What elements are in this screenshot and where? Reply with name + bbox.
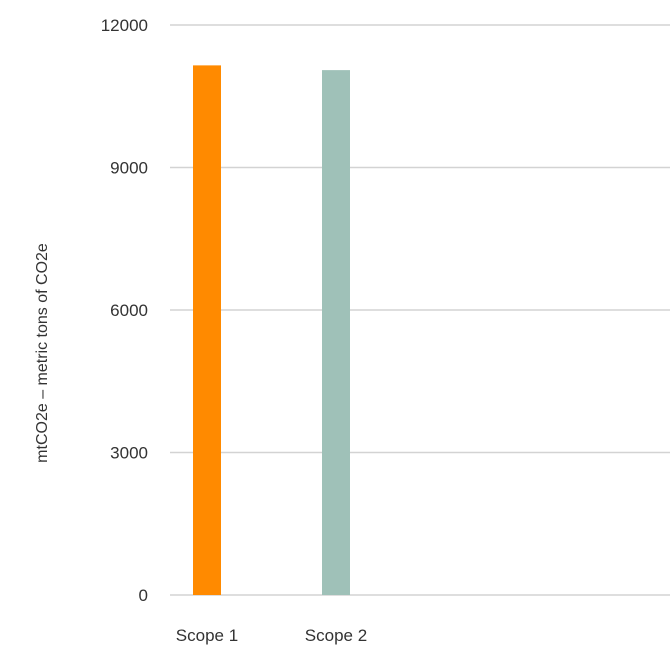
- bars: [193, 65, 350, 595]
- y-axis-ticks: 0 3000 6000 9000 12000: [101, 16, 148, 605]
- y-tick-label: 6000: [110, 301, 148, 320]
- x-tick-label: Scope 2: [305, 626, 367, 645]
- y-tick-label: 12000: [101, 16, 148, 35]
- x-tick-label: Scope 1: [176, 626, 238, 645]
- y-tick-label: 9000: [110, 159, 148, 178]
- y-tick-label: 3000: [110, 444, 148, 463]
- x-axis-ticks: Scope 1 Scope 2: [176, 626, 367, 645]
- bar-scope-1: [193, 65, 221, 595]
- y-axis-title: mtCO2e – metric tons of CO2e: [34, 243, 51, 463]
- y-tick-label: 0: [139, 586, 148, 605]
- gridlines: [170, 24, 670, 596]
- bar-scope-2: [322, 70, 350, 595]
